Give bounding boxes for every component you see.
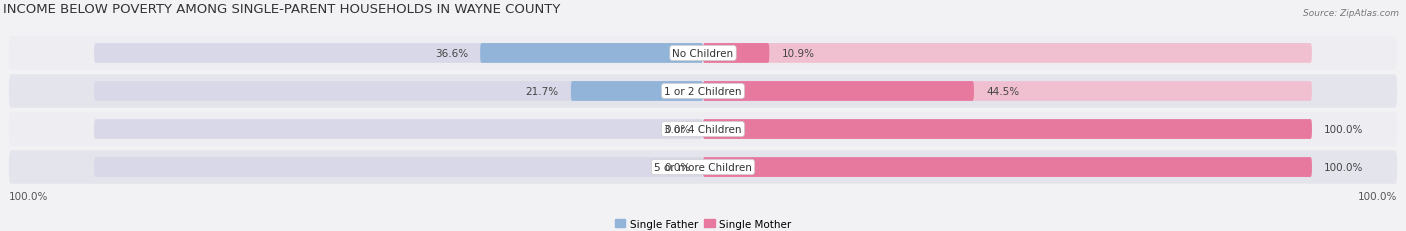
Text: 10.9%: 10.9% [782, 49, 814, 59]
Text: 100.0%: 100.0% [1358, 191, 1398, 201]
FancyBboxPatch shape [703, 44, 1312, 64]
Text: 1 or 2 Children: 1 or 2 Children [664, 87, 742, 97]
FancyBboxPatch shape [703, 82, 974, 101]
Text: 100.0%: 100.0% [8, 191, 48, 201]
FancyBboxPatch shape [703, 158, 1312, 177]
Text: 100.0%: 100.0% [1324, 162, 1364, 172]
Text: 5 or more Children: 5 or more Children [654, 162, 752, 172]
FancyBboxPatch shape [8, 75, 1398, 108]
FancyBboxPatch shape [8, 113, 1398, 146]
FancyBboxPatch shape [94, 44, 703, 64]
FancyBboxPatch shape [703, 158, 1312, 177]
FancyBboxPatch shape [703, 120, 1312, 139]
Text: 0.0%: 0.0% [665, 125, 690, 134]
Text: 36.6%: 36.6% [434, 49, 468, 59]
FancyBboxPatch shape [703, 44, 769, 64]
FancyBboxPatch shape [8, 151, 1398, 184]
Legend: Single Father, Single Mother: Single Father, Single Mother [614, 219, 792, 229]
Text: 3 or 4 Children: 3 or 4 Children [664, 125, 742, 134]
FancyBboxPatch shape [94, 120, 703, 139]
FancyBboxPatch shape [94, 158, 703, 177]
Text: 44.5%: 44.5% [986, 87, 1019, 97]
Text: 21.7%: 21.7% [526, 87, 558, 97]
FancyBboxPatch shape [703, 82, 1312, 101]
FancyBboxPatch shape [8, 37, 1398, 70]
Text: No Children: No Children [672, 49, 734, 59]
FancyBboxPatch shape [94, 82, 703, 101]
FancyBboxPatch shape [479, 44, 703, 64]
FancyBboxPatch shape [703, 120, 1312, 139]
Text: INCOME BELOW POVERTY AMONG SINGLE-PARENT HOUSEHOLDS IN WAYNE COUNTY: INCOME BELOW POVERTY AMONG SINGLE-PARENT… [3, 3, 560, 16]
Text: 100.0%: 100.0% [1324, 125, 1364, 134]
FancyBboxPatch shape [571, 82, 703, 101]
Text: Source: ZipAtlas.com: Source: ZipAtlas.com [1303, 9, 1399, 18]
Text: 0.0%: 0.0% [665, 162, 690, 172]
